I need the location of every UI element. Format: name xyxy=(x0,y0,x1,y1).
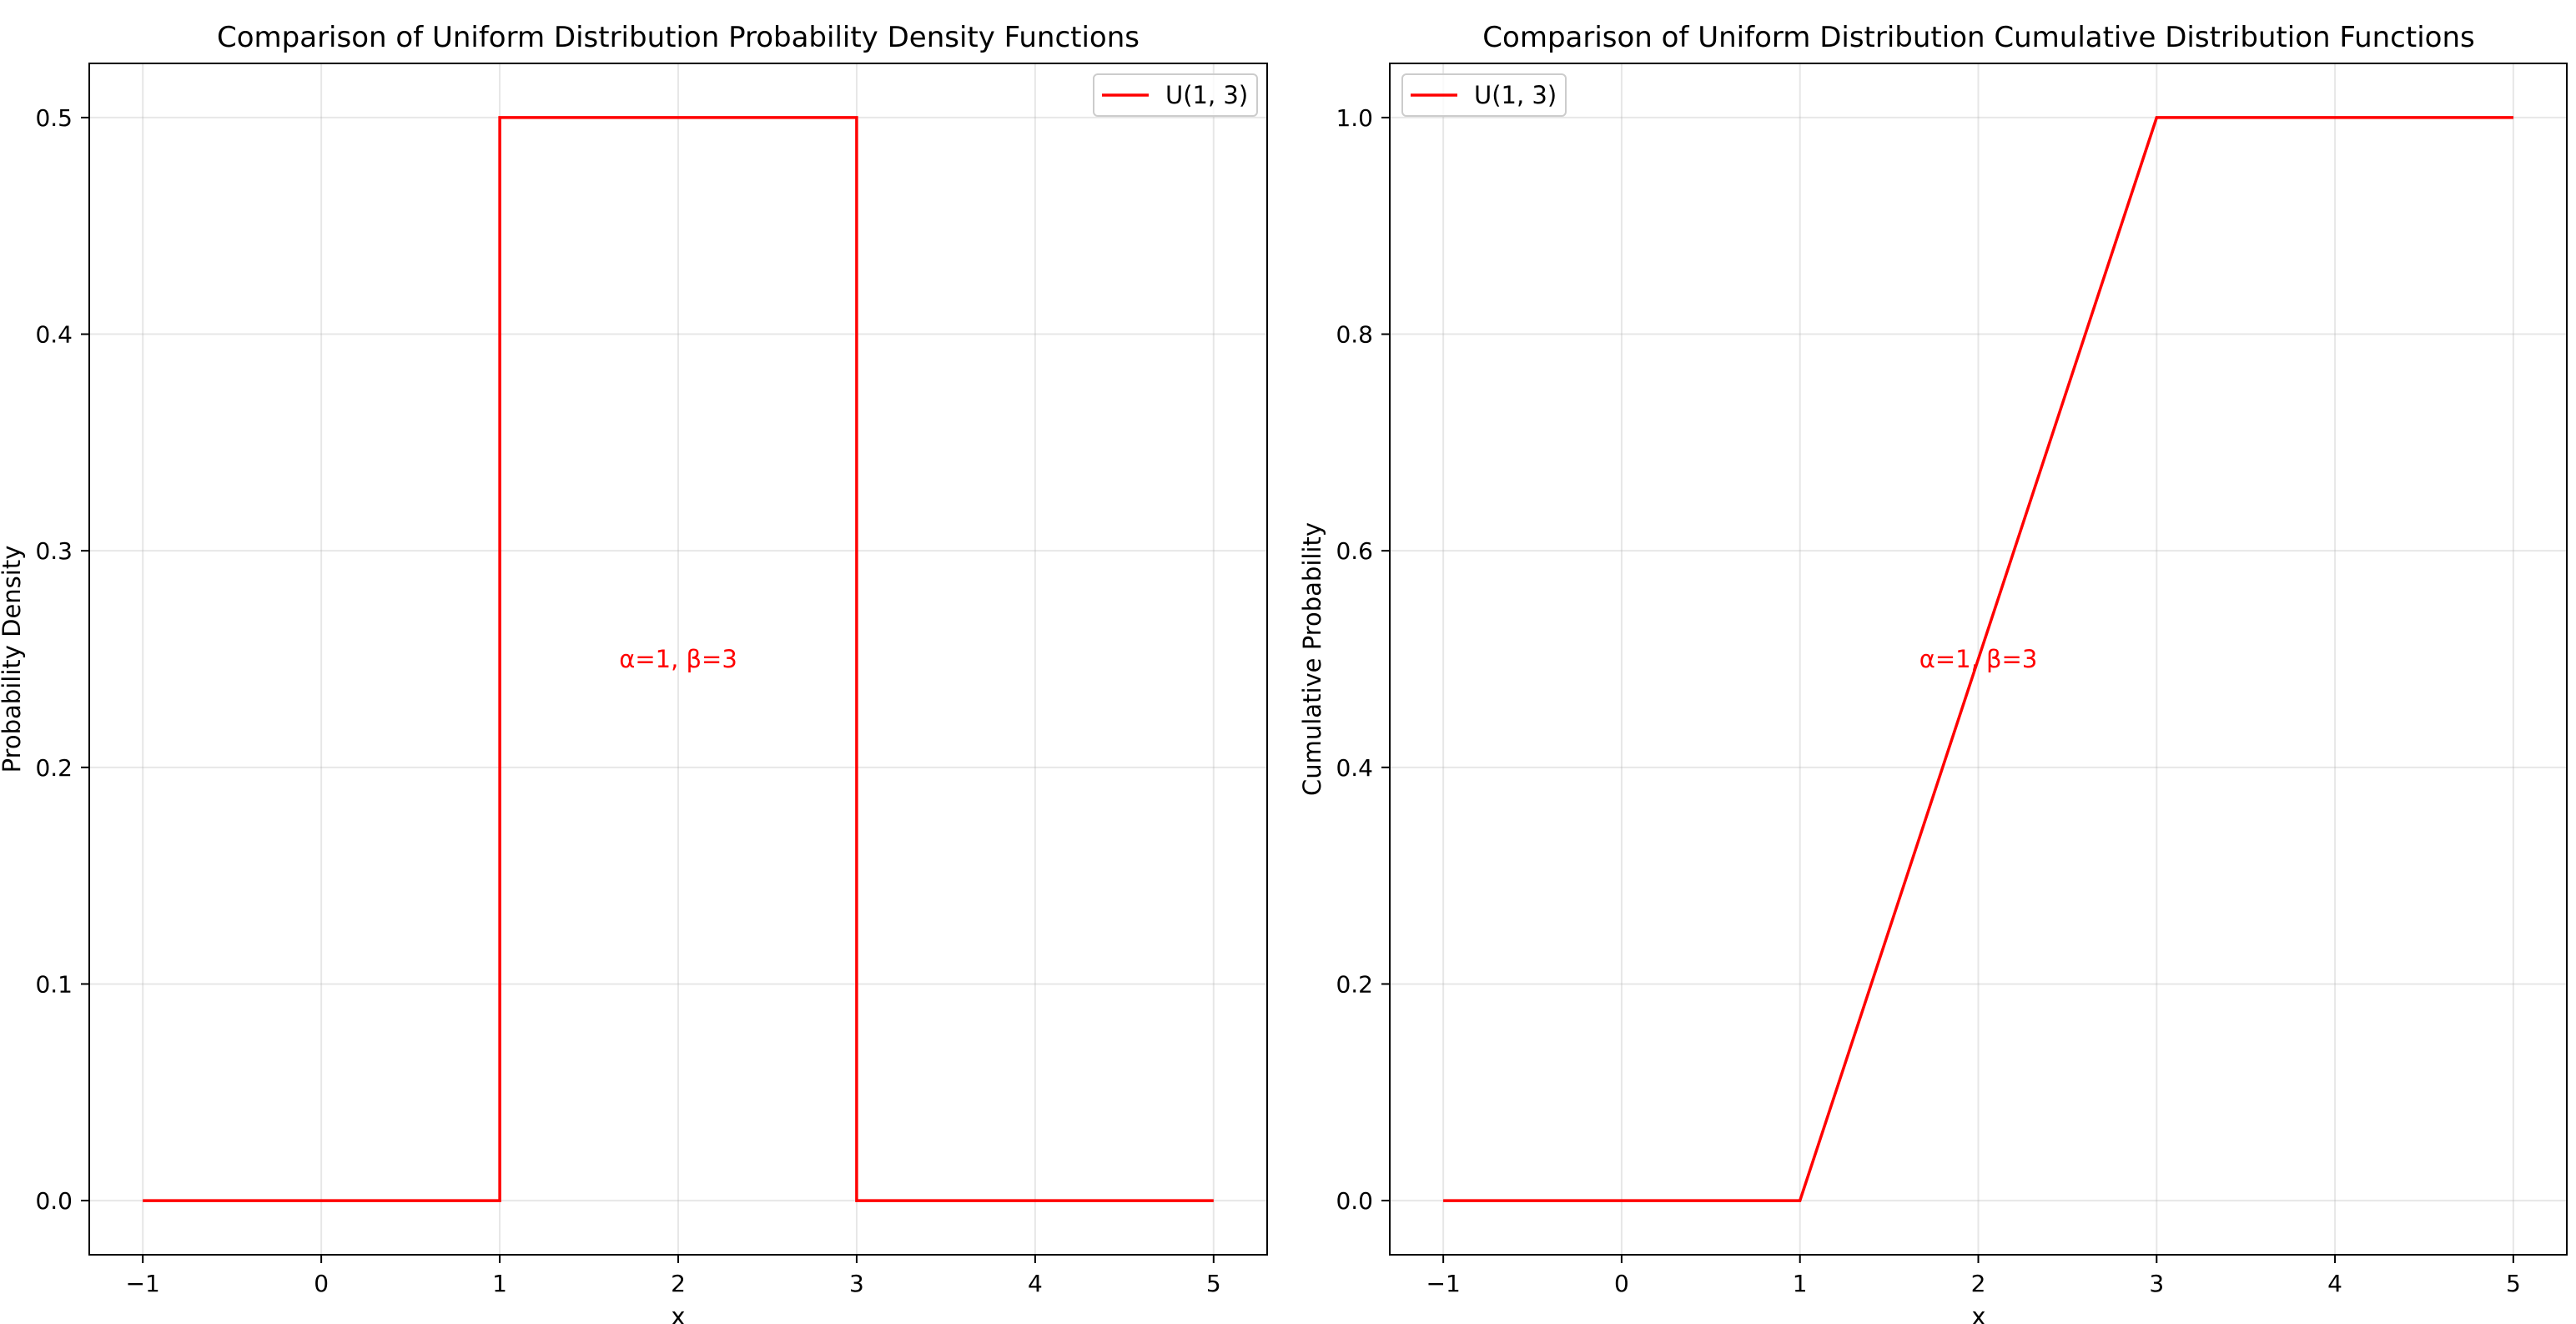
pdf-x-tick-label: 5 xyxy=(1206,1270,1221,1297)
pdf-chart-title: Comparison of Uniform Distribution Proba… xyxy=(217,21,1140,54)
cdf-y-tick-label: 0.0 xyxy=(1336,1187,1373,1215)
cdf-x-axis: −1 0 1 2 3 4 5 xyxy=(1426,1255,2521,1297)
pdf-y-tick-label: 0.1 xyxy=(35,970,73,998)
pdf-x-axis: −1 0 1 2 3 4 5 xyxy=(126,1255,1221,1297)
pdf-x-tick-label: 3 xyxy=(849,1270,864,1297)
cdf-x-tick-label: 3 xyxy=(2149,1270,2164,1297)
cdf-x-tick-label: 1 xyxy=(1793,1270,1808,1297)
cdf-x-tick-label: 5 xyxy=(2506,1270,2521,1297)
pdf-x-tick-label: 0 xyxy=(314,1270,329,1297)
cdf-y-tick-label: 0.8 xyxy=(1336,321,1373,349)
pdf-x-tick-label: 4 xyxy=(1028,1270,1043,1297)
pdf-x-tick-label: 1 xyxy=(492,1270,507,1297)
cdf-y-tick-label: 0.4 xyxy=(1336,754,1373,782)
pdf-x-tick-label: 2 xyxy=(671,1270,686,1297)
cdf-legend: U(1, 3) xyxy=(1401,73,1567,117)
cdf-plot-area: α=1, β=3 xyxy=(1443,116,2513,1202)
cdf-y-axis: 0.0 0.2 0.4 0.6 0.8 1.0 xyxy=(1336,104,1390,1215)
pdf-annotation: α=1, β=3 xyxy=(619,645,737,673)
pdf-x-axis-label: x xyxy=(671,1302,685,1324)
cdf-annotation: α=1, β=3 xyxy=(1919,645,2038,673)
pdf-y-tick-label: 0.5 xyxy=(35,104,73,132)
cdf-x-axis-label: x xyxy=(1971,1302,1985,1324)
pdf-legend-box xyxy=(1093,73,1258,117)
pdf-y-tick-label: 0.0 xyxy=(35,1187,73,1215)
cdf-x-tick-label: 0 xyxy=(1614,1270,1629,1297)
pdf-y-axis: 0.0 0.1 0.2 0.3 0.4 0.5 xyxy=(35,104,89,1215)
pdf-series-line xyxy=(143,116,1214,1202)
pdf-x-tick-label: −1 xyxy=(126,1270,160,1297)
cdf-y-tick-label: 0.6 xyxy=(1336,537,1373,565)
cdf-x-tick-label: 2 xyxy=(1971,1270,1986,1297)
cdf-chart-title: Comparison of Uniform Distribution Cumul… xyxy=(1482,21,2474,54)
cdf-legend-box xyxy=(1401,73,1567,117)
pdf-y-tick-label: 0.3 xyxy=(35,537,73,565)
cdf-y-axis-label: Cumulative Probability xyxy=(1298,522,1326,796)
cdf-x-tick-label: 4 xyxy=(2327,1270,2342,1297)
pdf-legend-label: U(1, 3) xyxy=(1165,81,1248,109)
cdf-series-line xyxy=(1443,116,2513,1202)
cdf-legend-label: U(1, 3) xyxy=(1474,81,1557,109)
pdf-y-tick-label: 0.4 xyxy=(35,321,73,349)
pdf-chart: Comparison of Uniform Distribution Proba… xyxy=(0,21,1268,1324)
cdf-y-tick-label: 1.0 xyxy=(1336,104,1373,132)
cdf-chart: Comparison of Uniform Distribution Cumul… xyxy=(1298,21,2568,1324)
pdf-plot-area: α=1, β=3 xyxy=(143,116,1214,1202)
pdf-legend: U(1, 3) xyxy=(1093,73,1258,117)
pdf-y-tick-label: 0.2 xyxy=(35,754,73,782)
cdf-y-tick-label: 0.2 xyxy=(1336,970,1373,998)
pdf-y-axis-label: Probability Density xyxy=(0,546,26,773)
cdf-x-tick-label: −1 xyxy=(1426,1270,1460,1297)
